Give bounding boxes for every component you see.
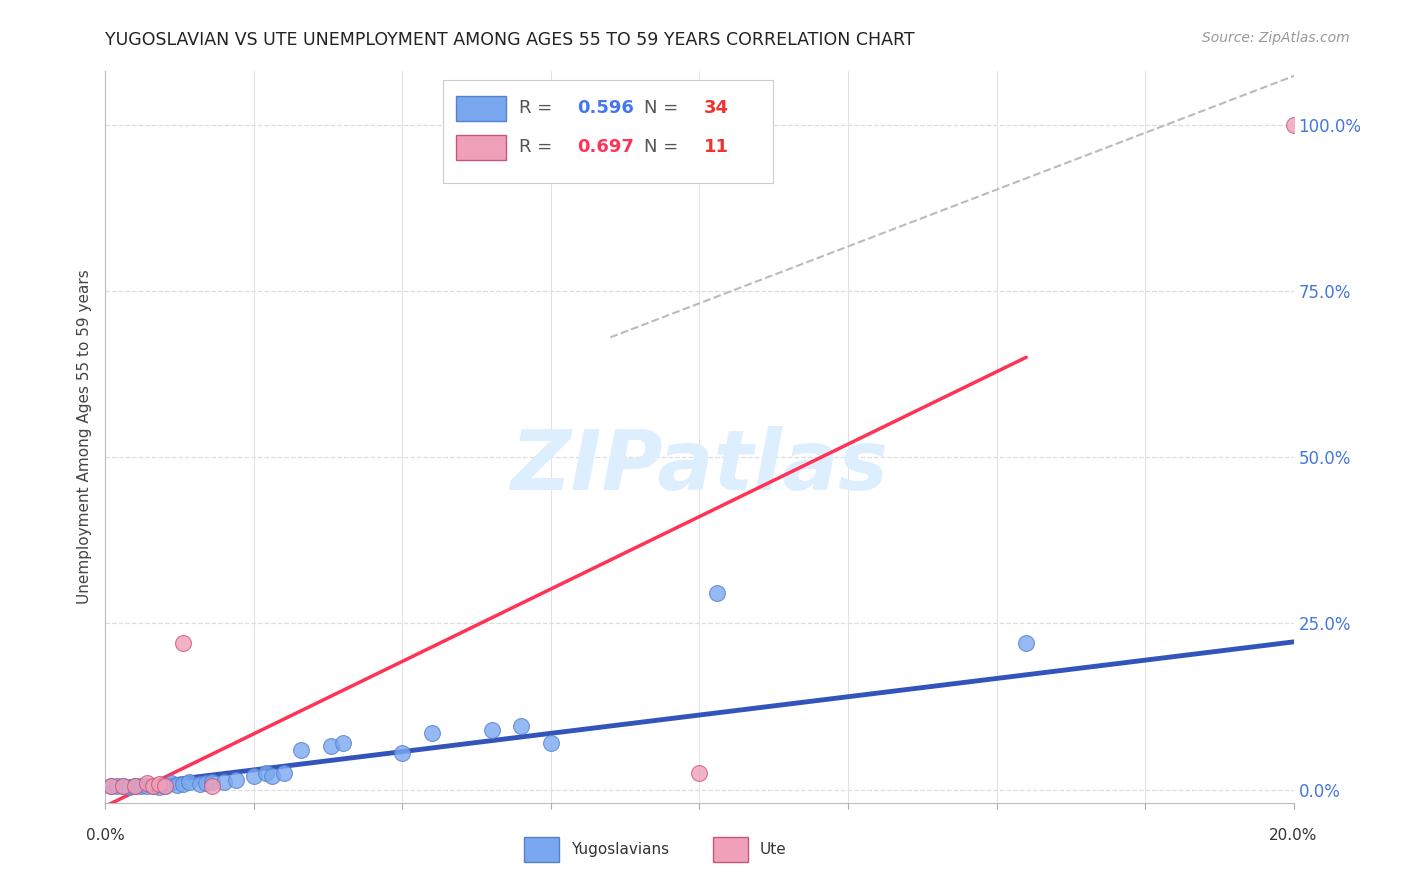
Point bbox=[201, 775, 224, 789]
Point bbox=[420, 726, 443, 740]
Point bbox=[172, 636, 194, 650]
Point bbox=[195, 776, 218, 790]
Point bbox=[391, 746, 413, 760]
Text: 0.0%: 0.0% bbox=[86, 828, 125, 843]
Point bbox=[190, 777, 212, 791]
Point bbox=[124, 779, 146, 793]
FancyBboxPatch shape bbox=[456, 135, 506, 161]
Text: 20.0%: 20.0% bbox=[1270, 828, 1317, 843]
Point bbox=[129, 779, 152, 793]
Point bbox=[136, 779, 159, 793]
Point bbox=[105, 779, 128, 793]
Point bbox=[1282, 118, 1305, 132]
Text: Yugoslavians: Yugoslavians bbox=[571, 842, 669, 857]
Point bbox=[142, 779, 165, 793]
Point bbox=[332, 736, 354, 750]
Point bbox=[148, 776, 170, 790]
Point bbox=[159, 776, 181, 790]
Point bbox=[136, 776, 159, 790]
Y-axis label: Unemployment Among Ages 55 to 59 years: Unemployment Among Ages 55 to 59 years bbox=[76, 269, 91, 605]
Text: ZIPatlas: ZIPatlas bbox=[510, 425, 889, 507]
Point bbox=[689, 765, 711, 780]
Point bbox=[100, 779, 122, 793]
Point bbox=[273, 765, 295, 780]
Point bbox=[142, 779, 165, 793]
Point bbox=[100, 779, 122, 793]
Point bbox=[481, 723, 503, 737]
Text: Source: ZipAtlas.com: Source: ZipAtlas.com bbox=[1202, 31, 1350, 45]
Point bbox=[153, 779, 176, 793]
Text: 0.697: 0.697 bbox=[576, 138, 634, 156]
Point bbox=[118, 780, 141, 794]
Point bbox=[706, 586, 728, 600]
Point bbox=[321, 739, 343, 754]
Point bbox=[124, 779, 146, 793]
Point bbox=[153, 779, 176, 793]
Point bbox=[214, 774, 236, 789]
FancyBboxPatch shape bbox=[523, 838, 560, 862]
Point bbox=[112, 779, 135, 793]
Text: 11: 11 bbox=[704, 138, 728, 156]
Point bbox=[124, 779, 146, 793]
Text: YUGOSLAVIAN VS UTE UNEMPLOYMENT AMONG AGES 55 TO 59 YEARS CORRELATION CHART: YUGOSLAVIAN VS UTE UNEMPLOYMENT AMONG AG… bbox=[105, 31, 915, 49]
Point bbox=[243, 769, 266, 783]
Point bbox=[510, 719, 533, 733]
Point bbox=[166, 778, 188, 792]
Text: 0.596: 0.596 bbox=[576, 100, 634, 118]
Point bbox=[201, 779, 224, 793]
Point bbox=[148, 780, 170, 794]
Text: R =: R = bbox=[519, 138, 558, 156]
Point bbox=[172, 776, 194, 790]
FancyBboxPatch shape bbox=[713, 838, 748, 862]
Point bbox=[112, 779, 135, 793]
FancyBboxPatch shape bbox=[456, 95, 506, 121]
Text: Ute: Ute bbox=[759, 842, 786, 857]
Point bbox=[177, 774, 200, 789]
Text: 34: 34 bbox=[704, 100, 728, 118]
Point bbox=[540, 736, 562, 750]
Text: N =: N = bbox=[644, 100, 685, 118]
Point bbox=[290, 742, 312, 756]
Point bbox=[254, 765, 277, 780]
Text: R =: R = bbox=[519, 100, 558, 118]
Text: N =: N = bbox=[644, 138, 685, 156]
Point bbox=[1015, 636, 1038, 650]
Point bbox=[225, 772, 247, 787]
Point bbox=[260, 769, 283, 783]
